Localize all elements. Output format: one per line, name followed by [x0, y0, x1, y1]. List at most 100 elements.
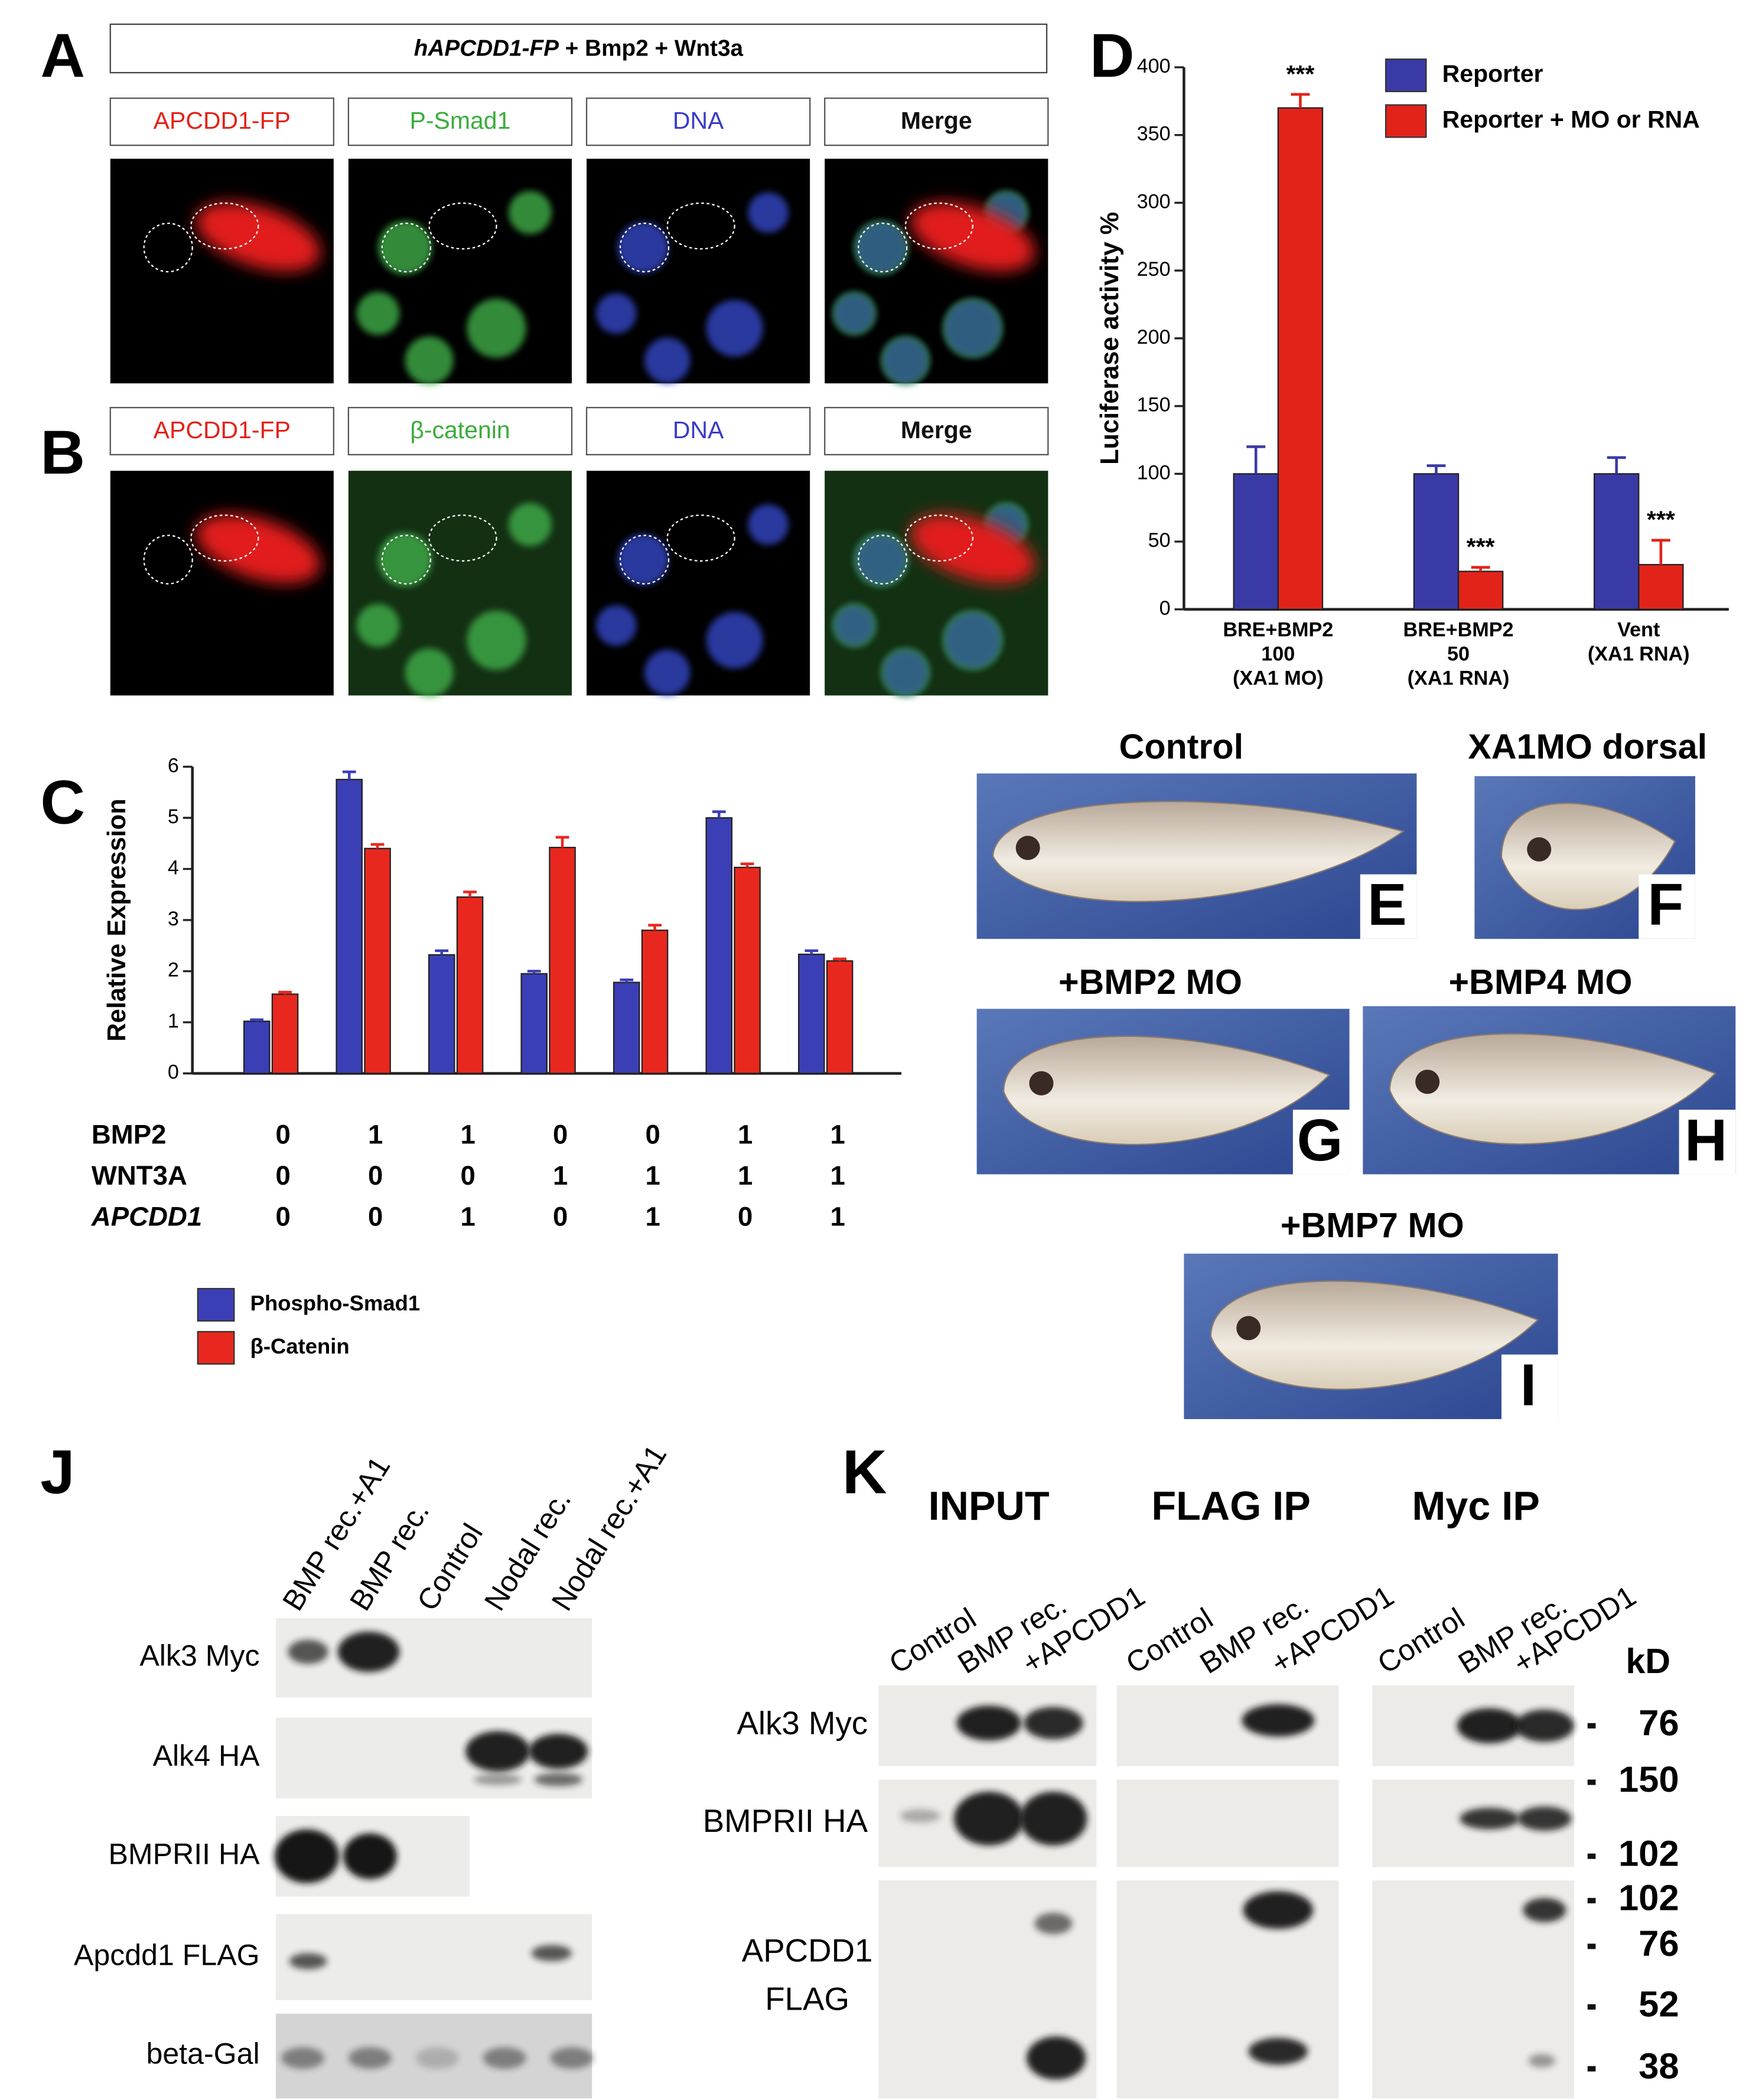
legend-swatch: [1385, 104, 1427, 138]
green-nucleus: [508, 503, 552, 546]
header-gene: hAPCDD1-FP: [414, 36, 559, 61]
blot-band: [343, 1833, 397, 1879]
ip-group-label: Myc IP: [1412, 1484, 1539, 1529]
error-bar: [555, 836, 569, 848]
blue-nucleus: [706, 299, 763, 357]
blot-strip: [275, 1618, 592, 1698]
blue-nucleus: [644, 650, 691, 696]
blot-band: [1523, 1897, 1566, 1922]
blot-band: [529, 1733, 588, 1769]
blot-band: [1515, 1709, 1574, 1742]
cell-outline: [381, 222, 432, 273]
x-tick-label: (XA1 RNA): [1408, 667, 1510, 689]
red-cell: [910, 514, 1035, 583]
marker-label: 52: [1639, 1984, 1679, 2025]
marker-tick: [1587, 1853, 1596, 1859]
embryo: [992, 801, 1405, 902]
channel-label-box: [585, 407, 811, 456]
condition-value: 1: [738, 1120, 753, 1150]
blue-nucleus: [748, 504, 789, 545]
condition-value: 0: [368, 1160, 383, 1191]
legend-label: Reporter: [1442, 60, 1543, 87]
embryo-title: +BMP7 MO: [1281, 1205, 1464, 1245]
channel-label-box: [109, 407, 335, 456]
legend-label: β-Catenin: [250, 1334, 350, 1358]
y-tick-label: 200: [1137, 326, 1171, 348]
letter-box: [1639, 874, 1695, 939]
green-nucleus: [467, 611, 526, 670]
blot-band: [483, 2047, 526, 2069]
marker-label: 76: [1639, 1923, 1679, 1964]
ip-group-label: INPUT: [929, 1484, 1050, 1529]
condition-value: 1: [460, 1120, 475, 1150]
error-bar: [1651, 539, 1670, 565]
x-tick-label: (XA1 MO): [1233, 667, 1324, 689]
panel-label: D: [1090, 21, 1135, 90]
cell-outline: [143, 534, 193, 585]
blot-band: [465, 1731, 530, 1772]
blot-row-label: Apcdd1 FLAG: [74, 1938, 260, 1971]
blot-band: [415, 2047, 459, 2069]
red-cell: [910, 202, 1035, 272]
condition-value: 1: [830, 1160, 845, 1191]
y-tick-label: 400: [1137, 55, 1171, 77]
blot-band: [1248, 2037, 1308, 2065]
blot-band: [1026, 2036, 1086, 2080]
channel-label: Merge: [901, 107, 972, 134]
panel-label: J: [40, 1438, 74, 1507]
channel-label-box: [109, 97, 335, 146]
cytoplasm-signal: [348, 471, 572, 696]
bar: [271, 993, 299, 1074]
embryo-eye: [1029, 1071, 1054, 1095]
blot-row-label: APCDD1: [742, 1933, 873, 1969]
legend-swatch: [197, 1331, 235, 1365]
lane-label: Nodal rec.+A1: [545, 1439, 673, 1616]
bar: [1413, 473, 1460, 610]
blue-nucleus: [706, 612, 763, 669]
blot-row-label: Alk3 Myc: [139, 1639, 259, 1672]
blot-band: [956, 1706, 1021, 1741]
y-tick-label: 0: [1160, 597, 1171, 619]
blue-nucleus: [617, 221, 669, 273]
embryo-title: XA1MO dorsal: [1468, 726, 1707, 766]
cell-outline: [666, 514, 735, 562]
embryo-letter: I: [1520, 1352, 1537, 1418]
letter-box: [1501, 1354, 1558, 1419]
blue-nucleus: [834, 293, 875, 334]
blot-band: [281, 2047, 324, 2069]
error-bar: [620, 978, 634, 983]
letter-box: [1360, 874, 1417, 939]
channel-label: β-catenin: [410, 416, 510, 444]
green-nucleus: [356, 292, 400, 335]
bar: [1233, 473, 1279, 610]
legend-label: Phospho-Smad1: [250, 1291, 420, 1315]
micrograph: [825, 158, 1048, 384]
error-bar: [463, 891, 477, 898]
blue-nucleus: [882, 650, 929, 696]
cell-outline: [428, 202, 497, 250]
bar: [243, 1020, 271, 1074]
cell-outline: [858, 222, 908, 273]
embryo-letter: E: [1367, 872, 1407, 938]
condition-value: 0: [460, 1160, 475, 1191]
condition-value: 0: [738, 1202, 753, 1232]
blot-band: [348, 2047, 392, 2069]
green-nucleus: [405, 336, 454, 385]
y-tick-label: 2: [168, 959, 179, 981]
annotation: ***: [1467, 533, 1495, 560]
blot-band: [1457, 1708, 1522, 1743]
condition-label: WNT3A: [92, 1160, 187, 1191]
x-tick-label: 100: [1261, 643, 1295, 665]
error-bar: [712, 810, 726, 818]
micrograph: [587, 158, 810, 384]
blue-nucleus: [644, 337, 691, 384]
bar: [364, 847, 391, 1074]
annotation: ***: [1286, 60, 1314, 87]
channel-label-box: [347, 407, 573, 456]
header: hAPCDD1-FP + Bmp2 + Wnt3a: [414, 36, 744, 61]
y-tick-label: 100: [1137, 461, 1171, 484]
channel-label: Merge: [901, 416, 972, 444]
green-nucleus: [508, 191, 552, 234]
embryo: [1210, 1280, 1539, 1390]
